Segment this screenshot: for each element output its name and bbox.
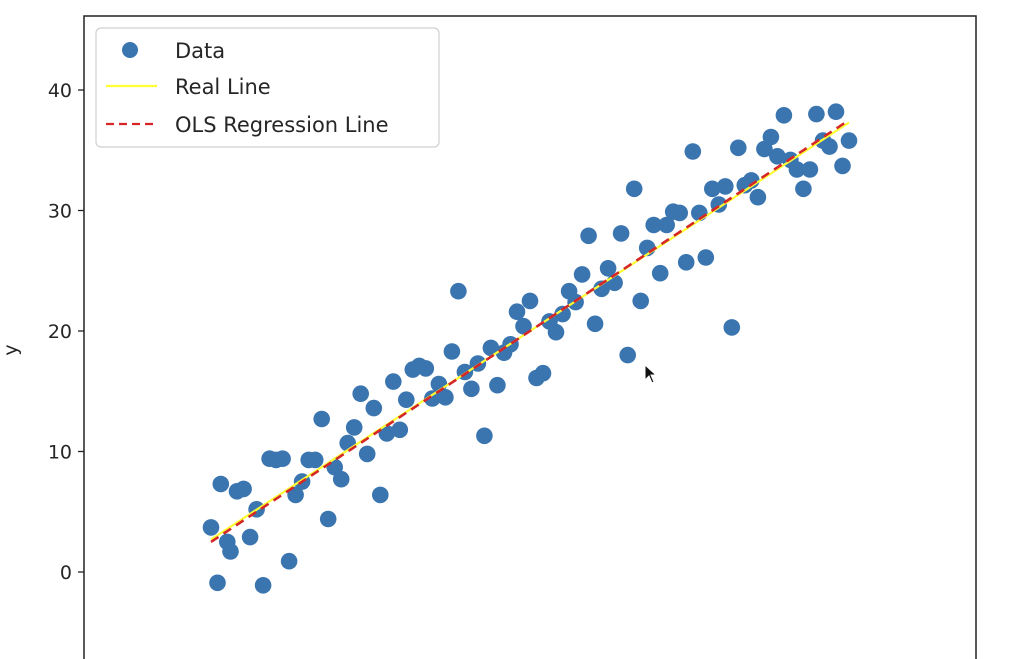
data-point	[241, 528, 259, 546]
data-point	[697, 249, 715, 266]
legend-marker-data	[122, 42, 138, 58]
data-point	[684, 143, 702, 160]
data-point	[717, 178, 734, 195]
data-point	[476, 427, 493, 445]
data-point	[704, 180, 721, 198]
data-point	[358, 445, 376, 463]
data-point	[489, 376, 506, 394]
data-point	[463, 380, 480, 398]
y-tick-label: 30	[48, 201, 72, 223]
y-tick-label: 20	[48, 321, 72, 343]
data-point	[306, 451, 324, 469]
series-layer	[202, 103, 858, 594]
data-point	[235, 480, 252, 498]
data-point	[619, 346, 636, 364]
y-tick-label: 40	[48, 80, 72, 102]
data-point	[437, 389, 454, 406]
data-point	[287, 486, 304, 504]
data-point	[834, 157, 851, 175]
data-point	[515, 317, 532, 335]
data-point	[319, 510, 337, 528]
data-point	[332, 470, 350, 488]
data-point	[821, 138, 838, 155]
data-point	[280, 552, 298, 570]
data-point	[508, 303, 526, 321]
legend: Data Real Line OLS Regression Line	[95, 27, 440, 148]
data-point	[730, 139, 747, 157]
data-point	[677, 253, 695, 271]
data-point	[372, 486, 389, 504]
data-point	[573, 266, 591, 283]
data-point	[202, 519, 220, 536]
data-point	[482, 339, 500, 357]
data-point	[443, 343, 461, 360]
legend-label-ols-line: OLS Regression Line	[175, 113, 389, 137]
data-point	[775, 107, 793, 124]
data-point	[554, 305, 571, 323]
y-tick-label: 0	[60, 562, 72, 584]
legend-box	[95, 27, 440, 148]
data-point	[254, 577, 272, 594]
data-point	[658, 216, 675, 234]
data-point	[671, 204, 688, 222]
data-point	[222, 543, 239, 560]
data-point	[345, 419, 363, 436]
data-point	[580, 227, 597, 245]
data-point	[365, 399, 383, 417]
data-point	[795, 180, 812, 198]
data-point	[599, 260, 617, 277]
data-point	[808, 105, 825, 123]
data-point	[651, 264, 669, 282]
data-point	[521, 292, 539, 310]
data-point	[625, 180, 643, 198]
y-axis-ticks: 0 10 20 30 40	[48, 80, 84, 584]
data-point	[313, 410, 331, 428]
data-point	[385, 373, 402, 390]
data-point	[762, 128, 780, 146]
ols-regression-line	[210, 119, 850, 543]
data-point	[723, 319, 741, 336]
data-point	[391, 421, 409, 439]
y-tick-label: 10	[48, 442, 72, 464]
data-point	[417, 360, 435, 377]
legend-label-real-line: Real Line	[175, 75, 271, 99]
data-point	[378, 425, 396, 442]
data-point	[274, 450, 291, 468]
data-point	[534, 364, 552, 382]
data-point	[788, 161, 806, 178]
data-point	[612, 225, 630, 242]
data-point	[209, 574, 226, 592]
data-point	[450, 282, 467, 300]
data-point	[632, 292, 649, 310]
mouse-pointer-icon	[644, 364, 658, 384]
data-point	[840, 132, 858, 149]
data-point	[801, 161, 819, 178]
data-point	[827, 103, 845, 120]
data-point	[352, 385, 370, 403]
data-point	[586, 315, 604, 333]
data-point	[547, 323, 565, 341]
data-point	[424, 390, 441, 407]
data-point	[398, 391, 415, 409]
data-point	[212, 475, 230, 493]
legend-label-data: Data	[175, 39, 225, 63]
data-point	[645, 216, 662, 234]
data-point	[749, 188, 767, 206]
y-axis-label: y	[0, 344, 22, 355]
data-point	[593, 280, 610, 298]
data-point	[769, 148, 786, 165]
